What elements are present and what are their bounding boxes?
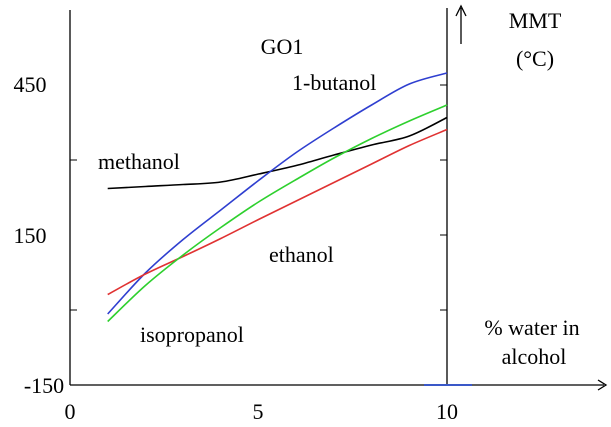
series-line-methanol xyxy=(107,116,448,190)
ytick-150: 150 xyxy=(14,223,47,248)
series-line-1-butanol xyxy=(107,72,448,315)
series-label-isopropanol: isopropanol xyxy=(140,322,244,347)
chart-labels: GO1 MMT (°C) % water in alcohol methanol… xyxy=(98,8,580,369)
series-label-1-butanol: 1-butanol xyxy=(292,70,376,95)
series-line-isopropanol xyxy=(107,104,448,323)
x-axis-arrowhead xyxy=(597,379,608,391)
series-group xyxy=(107,72,448,323)
y-axis-label-line2: (°C) xyxy=(516,46,554,71)
xtick-5: 5 xyxy=(253,399,264,424)
xtick-10: 10 xyxy=(436,399,458,424)
series-line-ethanol xyxy=(107,128,448,296)
ytick-450: 450 xyxy=(14,72,47,97)
chart-title: GO1 xyxy=(261,34,304,59)
series-label-ethanol: ethanol xyxy=(269,242,334,267)
xtick-0: 0 xyxy=(65,399,76,424)
axes xyxy=(69,4,608,391)
ytick-neg150: -150 xyxy=(24,373,64,398)
y-arrow-head xyxy=(455,4,467,17)
series-label-methanol: methanol xyxy=(98,149,180,174)
y-axis-label-line1: MMT xyxy=(509,8,562,33)
x-axis-label-line2: alcohol xyxy=(502,344,567,369)
tick-labels: 0 5 10 -150 150 450 xyxy=(14,72,459,424)
x-axis-label-line1: % water in xyxy=(484,315,579,340)
